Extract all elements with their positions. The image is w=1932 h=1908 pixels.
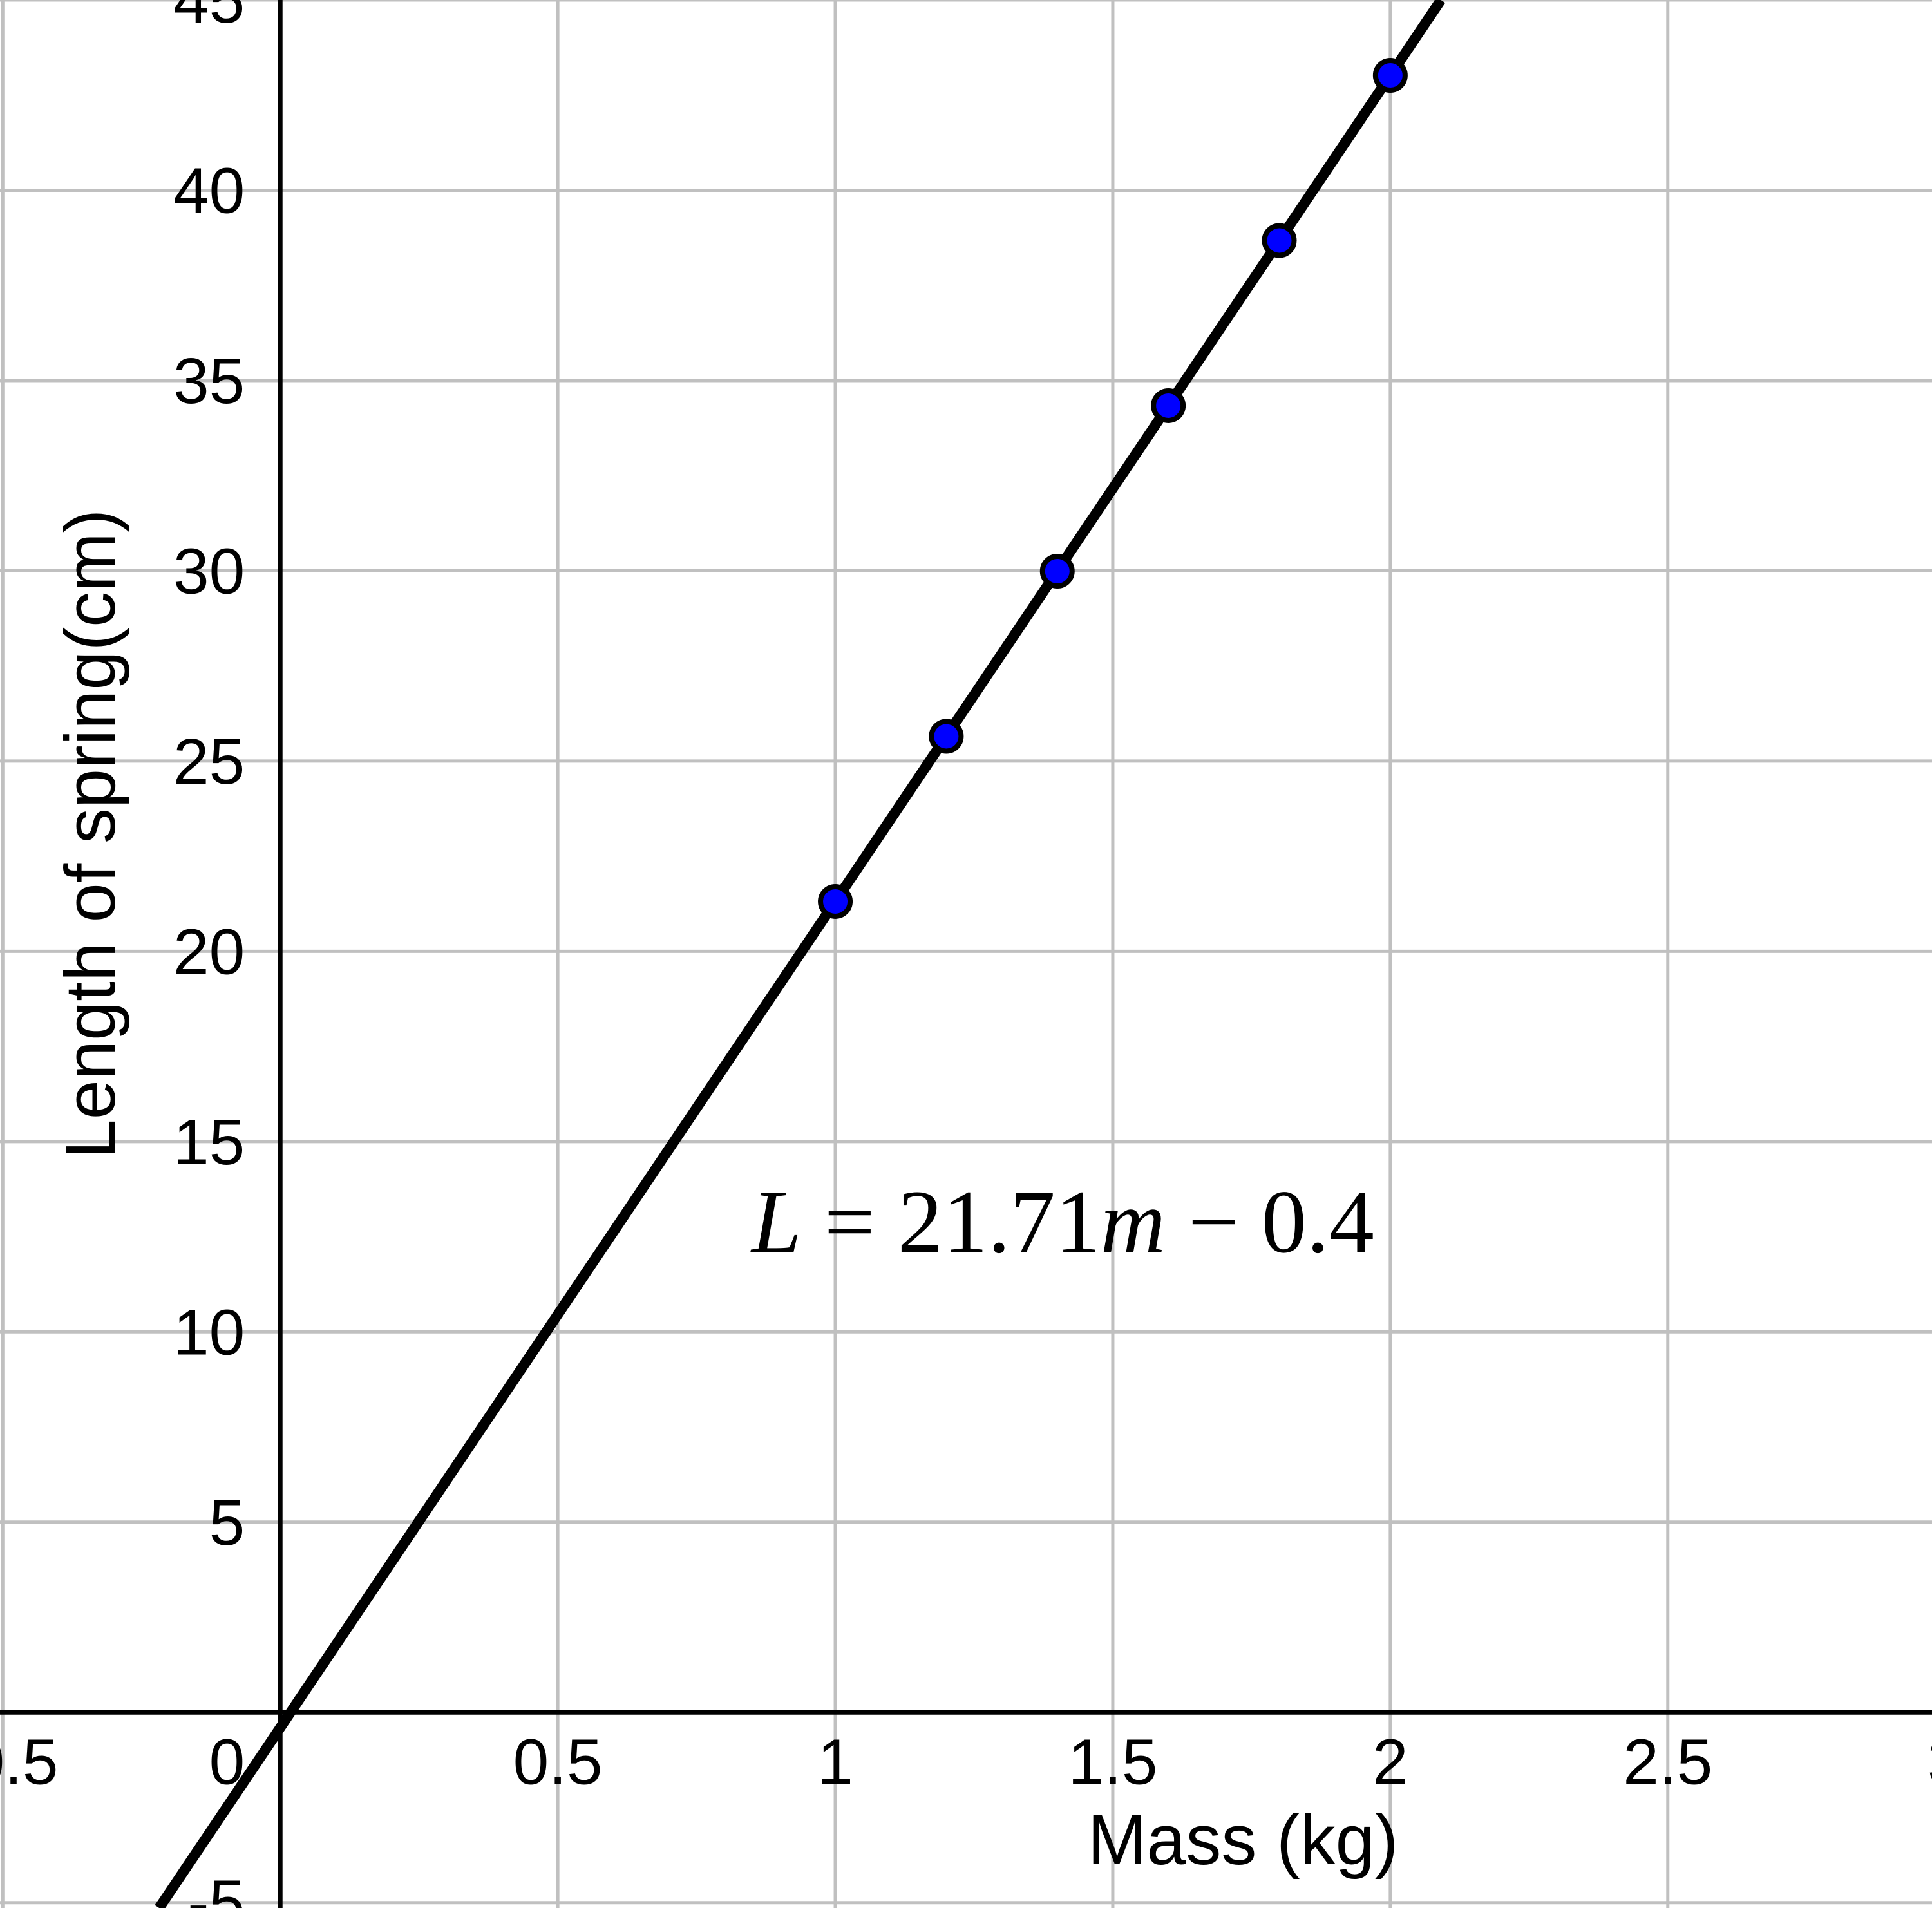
y-tick-label: 15: [173, 1106, 245, 1178]
y-tick-label: 35: [173, 345, 245, 417]
data-point: [1262, 223, 1297, 258]
y-tick-label: 45: [173, 0, 245, 37]
x-tick-label: 0.5: [513, 1726, 603, 1798]
data-point: [818, 883, 853, 919]
data-point: [1039, 554, 1075, 589]
data-point: [929, 719, 964, 754]
y-tick-label: 20: [173, 916, 245, 988]
origin-tick-label: 0: [209, 1726, 245, 1798]
equation-segment: L: [750, 1172, 802, 1272]
regression-line: [155, 0, 1446, 1908]
x-axis-title: Mass (kg): [1088, 1800, 1399, 1880]
equation-segment: = 21.71: [802, 1172, 1101, 1272]
data-point: [1151, 388, 1186, 423]
x-tick-label: 2.5: [1623, 1726, 1712, 1798]
y-axis-title: Length of spring(cm): [51, 509, 130, 1159]
x-tick-label: -0.5: [0, 1726, 58, 1798]
y-tick-label: 25: [173, 726, 245, 798]
y-tick-label: 30: [173, 535, 245, 607]
x-tick-label: 1.5: [1068, 1726, 1157, 1798]
x-tick-labels: -0.5 0.5 1 1.5 2 2.5 3: [0, 1726, 1932, 1798]
equation-segment: m: [1101, 1172, 1166, 1272]
y-tick-label: 10: [173, 1296, 245, 1368]
x-tick-label: 1: [817, 1726, 853, 1798]
y-tick-label: 40: [173, 155, 245, 227]
y-tick-label: 5: [209, 1487, 245, 1559]
fit-equation-label: L = 21.71m − 0.4: [750, 1172, 1374, 1272]
data-point: [1372, 58, 1408, 93]
x-tick-label: 3: [1927, 1726, 1932, 1798]
y-tick-labels: -5 5 10 15 20 25 30 35 40 45: [173, 0, 245, 1908]
equation-segment: − 0.4: [1166, 1172, 1374, 1272]
fit-line: [155, 0, 1446, 1908]
data-points: [818, 58, 1408, 919]
y-tick-label: -5: [187, 1867, 245, 1908]
x-tick-label: 2: [1372, 1726, 1408, 1798]
